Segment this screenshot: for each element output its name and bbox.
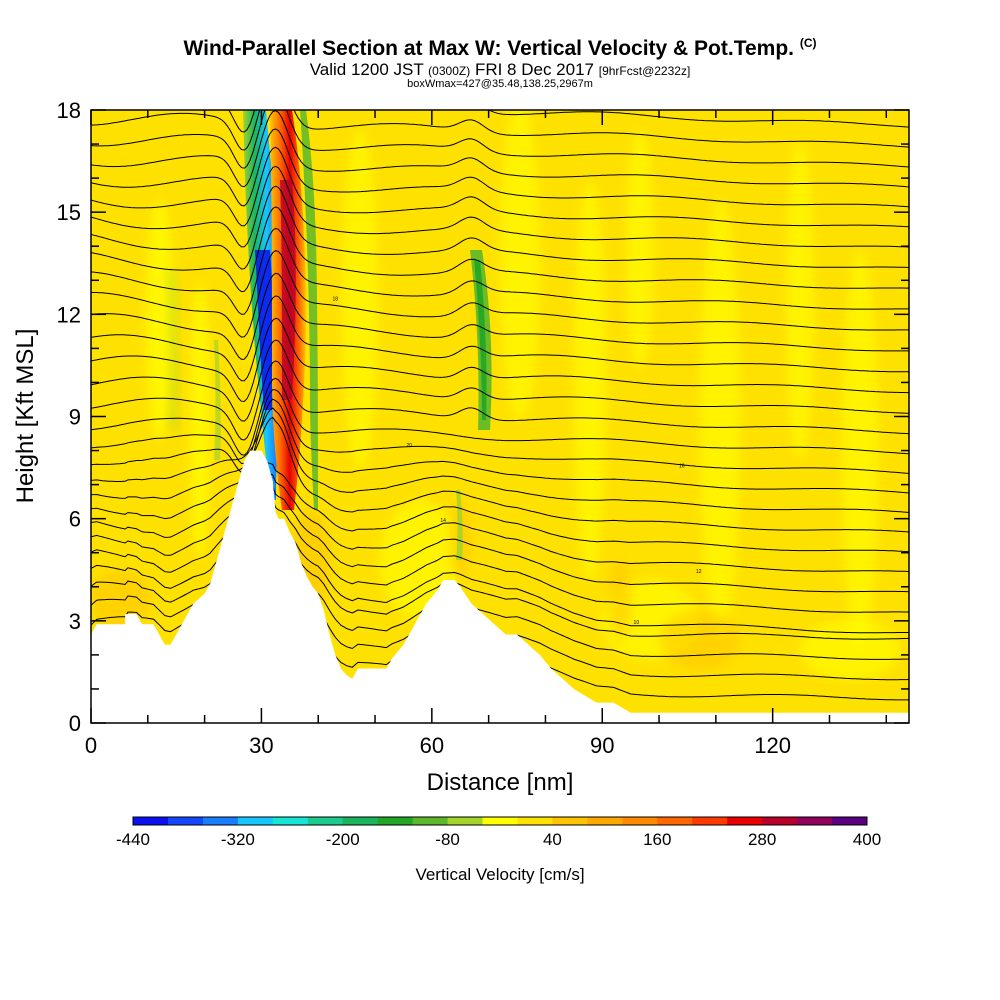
colorbar-tick-label: -440 xyxy=(116,830,150,849)
y-tick-label: 3 xyxy=(69,609,81,634)
y-tick-label: 6 xyxy=(69,507,81,532)
colorbar-swatch xyxy=(552,817,588,825)
isentrope-label: 12 xyxy=(696,569,702,575)
isentrope-line xyxy=(91,185,909,270)
colorbar-tick-label: -80 xyxy=(435,830,460,849)
colorbar-swatch xyxy=(133,817,169,825)
y-tick-labels: 0 3 6 9 12 15 18 xyxy=(57,98,81,736)
isentrope-line xyxy=(91,472,909,573)
isentrope-line xyxy=(91,206,909,293)
isentrope-line xyxy=(91,339,909,422)
colorbar-swatch xyxy=(377,817,414,825)
isentrope-line xyxy=(91,110,909,169)
isentrope-line xyxy=(91,462,909,553)
chart-title: Wind-Parallel Section at Max W: Vertical… xyxy=(183,36,817,60)
isentrope-line xyxy=(91,128,909,208)
valid-date: FRI 8 Dec 2017 xyxy=(474,60,594,79)
colorbar-swatch xyxy=(762,817,798,825)
colorbar-tick-label: 400 xyxy=(853,830,881,849)
isentrope-line xyxy=(91,295,909,382)
isentrope-label: 18 xyxy=(332,297,338,303)
x-tick-label: 90 xyxy=(590,733,614,758)
x-tick-label: 60 xyxy=(420,733,444,758)
colorbar-tick-label: 160 xyxy=(643,830,671,849)
isentrope-line xyxy=(91,360,909,441)
colorbar-tick-label: -200 xyxy=(326,830,360,849)
colorbar-label: Vertical Velocity [cm/s] xyxy=(415,865,584,884)
colorbar-swatch xyxy=(832,817,868,825)
isentrope-label: 16 xyxy=(679,464,685,470)
y-tick-label: 12 xyxy=(57,302,81,327)
colorbar-swatch xyxy=(727,817,763,825)
isentrope-line xyxy=(91,272,909,360)
isentrope-line xyxy=(91,227,909,315)
y-tick-label: 18 xyxy=(57,98,81,123)
colorbar-swatch xyxy=(342,817,379,825)
valid-main: Valid 1200 JST xyxy=(309,60,424,79)
colorbar xyxy=(132,816,868,826)
updraft-flank xyxy=(300,110,318,510)
colorbar-swatch xyxy=(622,817,658,825)
colorbar-swatch xyxy=(237,817,274,825)
isentrope-label: 20 xyxy=(406,443,412,449)
isentrope-line xyxy=(91,250,909,338)
isentrope-line xyxy=(91,110,909,188)
isentrope-line xyxy=(91,483,909,593)
valid-utc: (0300Z) xyxy=(428,64,471,78)
y-tick-label: 0 xyxy=(69,711,81,736)
isentrope-line xyxy=(91,110,909,151)
colorbar-swatch xyxy=(167,817,204,825)
isentrope-line xyxy=(91,407,909,513)
terrain xyxy=(91,450,909,723)
copyright-mark: (C) xyxy=(799,36,817,50)
colorbar-swatch xyxy=(797,817,833,825)
isentrope-line xyxy=(91,398,909,494)
forecast-info: [9hrFcst@2232z] xyxy=(598,64,691,78)
colorbar-swatch xyxy=(657,817,693,825)
colorbar-swatch xyxy=(307,817,344,825)
isentrope-line xyxy=(91,416,909,533)
isentrope-labels: 20 18 16 14 12 10 xyxy=(332,297,701,627)
isentropes xyxy=(91,110,909,701)
isentrope-label: 10 xyxy=(634,620,640,626)
y-tick-label: 9 xyxy=(69,405,81,430)
colorbar-swatch xyxy=(517,817,553,825)
colorbar-swatch xyxy=(692,817,728,825)
isentrope-label: 14 xyxy=(440,518,446,524)
y-axis-label: Height [Kft MSL] xyxy=(12,329,39,504)
isentrope-line xyxy=(91,389,909,474)
colorbar-tick-labels: -440 -320 -200 -80 40 160 280 400 xyxy=(116,830,881,849)
isentrope-line xyxy=(91,317,909,402)
colorbar-swatch xyxy=(412,817,449,825)
colorbar-tick-label: 280 xyxy=(748,830,776,849)
colorbar-swatch xyxy=(202,817,239,825)
valid-time: Valid 1200 JST (0300Z) FRI 8 Dec 2017 [9… xyxy=(0,60,1000,80)
isentrope-line xyxy=(91,377,909,456)
colorbar-swatch xyxy=(447,817,484,825)
colorbar-tick-label: 40 xyxy=(543,830,562,849)
colorbar-swatch xyxy=(587,817,623,825)
x-tick-label: 0 xyxy=(85,733,97,758)
x-tick-labels: 0 30 60 90 120 xyxy=(85,733,791,758)
y-tick-label: 15 xyxy=(57,200,81,225)
isentrope-line xyxy=(91,165,909,248)
colorbar-swatch xyxy=(272,817,309,825)
x-tick-label: 30 xyxy=(249,733,273,758)
colorbar-tick-label: -320 xyxy=(221,830,255,849)
axis-ticks xyxy=(90,109,909,724)
colorbar-swatch xyxy=(482,817,518,825)
isentrope-line xyxy=(91,146,909,228)
box-info: boxWmax=427@35.48,138.25,2967m xyxy=(407,78,593,90)
x-axis-label: Distance [nm] xyxy=(427,769,574,796)
x-tick-label: 120 xyxy=(754,733,791,758)
